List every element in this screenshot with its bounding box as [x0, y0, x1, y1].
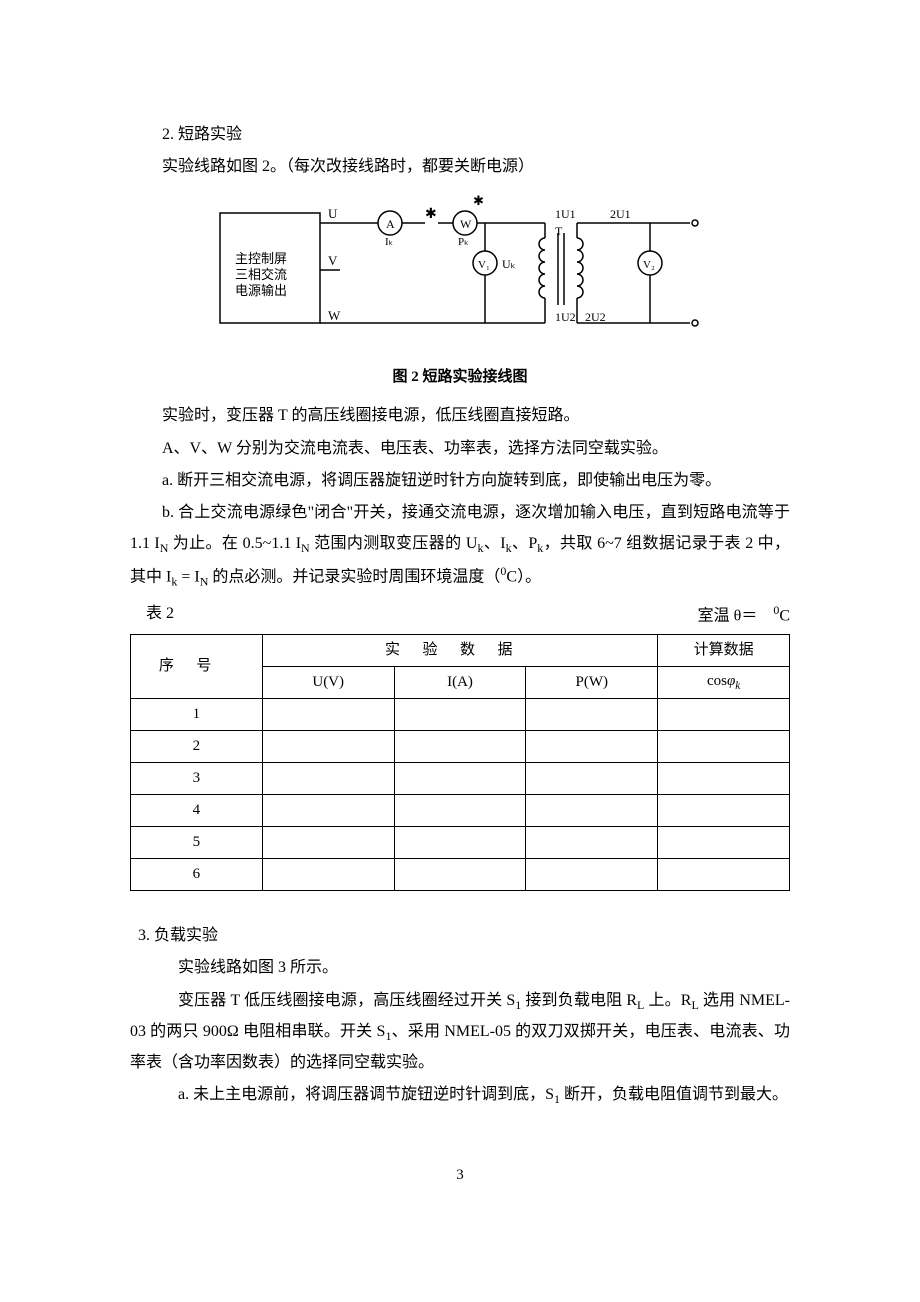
section2-title: 2. 短路实验: [130, 120, 790, 150]
section3-p2: 变压器 T 低压线圈接电源，高压线圈经过开关 S1 接到负载电阻 RL 上。RL…: [130, 986, 790, 1078]
table2-header-row: 表 2 室温 θ＝ 0C: [130, 599, 790, 632]
diagram-ik: Iₖ: [385, 236, 393, 248]
table2-label-right: 室温 θ＝ 0C: [698, 599, 790, 632]
diagram-label-u: U: [328, 206, 338, 221]
diagram-uk: Uₖ: [502, 257, 516, 271]
table2-th-u: U(V): [262, 666, 394, 698]
section3-title: 3. 负载实验: [138, 921, 790, 951]
table-row: 3: [131, 762, 790, 794]
section2-p2: A、V、W 分别为交流电流表、电压表、功率表，选择方法同空载实验。: [130, 434, 790, 464]
section3-p3: a. 未上主电源前，将调压器调节旋钮逆时针调到底，S1 断开，负载电阻值调节到最…: [130, 1080, 790, 1111]
diagram-box-text3: 电源输出: [235, 283, 287, 298]
table-row: 6: [131, 858, 790, 890]
diagram-ammeter: A: [386, 217, 395, 231]
diagram-t: T: [555, 224, 563, 238]
table2-label-left: 表 2: [146, 599, 174, 632]
table-row: 4: [131, 794, 790, 826]
table-row: 2: [131, 730, 790, 762]
diagram-label-v: V: [328, 253, 338, 268]
section3-p1: 实验线路如图 3 所示。: [130, 953, 790, 983]
diagram-switch1: ✱: [425, 207, 437, 222]
table2-th-i: I(A): [394, 666, 526, 698]
diagram-pk: Pₖ: [458, 236, 469, 248]
table2-th-p: P(W): [526, 666, 658, 698]
table2-th-seq: 序号: [131, 634, 263, 698]
diagram-label-w: W: [328, 308, 341, 323]
diagram-switch2: ✱: [473, 193, 484, 208]
section2-p3: a. 断开三相交流电源，将调压器旋钮逆时针方向旋转到底，即使输出电压为零。: [130, 466, 790, 496]
section2-p1: 实验时，变压器 T 的高压线圈接电源，低压线圈直接短路。: [130, 401, 790, 431]
diagram-box-text2: 三相交流: [235, 267, 287, 282]
diagram-2u2: 2U2: [585, 310, 606, 324]
table-row: 5: [131, 826, 790, 858]
table2-th-exp: 实验数据: [262, 634, 657, 666]
diagram-v2: V₂: [643, 259, 655, 271]
diagram-1u2: 1U2: [555, 310, 576, 324]
diagram-v1: V₁: [478, 259, 490, 271]
section2-p4: b. 合上交流电源绿色"闭合"开关，接通交流电源，逐次增加输入电压，直到短路电流…: [130, 498, 790, 593]
page-number: 3: [130, 1161, 790, 1190]
table2-th-cos: cosφk: [658, 666, 790, 698]
circuit-diagram: 主控制屏 三相交流 电源输出 U V W A Iₖ ✱ W ✱ Pₖ V₁ Uₖ…: [130, 193, 790, 343]
table2-th-calc: 计算数据: [658, 634, 790, 666]
diagram-1u1: 1U1: [555, 207, 576, 221]
table2: 序号 实验数据 计算数据 U(V) I(A) P(W) cosφk 1 2 3 …: [130, 634, 790, 891]
diagram-2u1: 2U1: [610, 207, 631, 221]
section2-intro: 实验线路如图 2。（每次改接线路时，都要关断电源）: [130, 152, 790, 182]
diagram-box-text1: 主控制屏: [235, 251, 287, 266]
table-row: 1: [131, 698, 790, 730]
figure2-caption: 图 2 短路实验接线图: [130, 363, 790, 392]
diagram-wattmeter: W: [460, 217, 472, 231]
